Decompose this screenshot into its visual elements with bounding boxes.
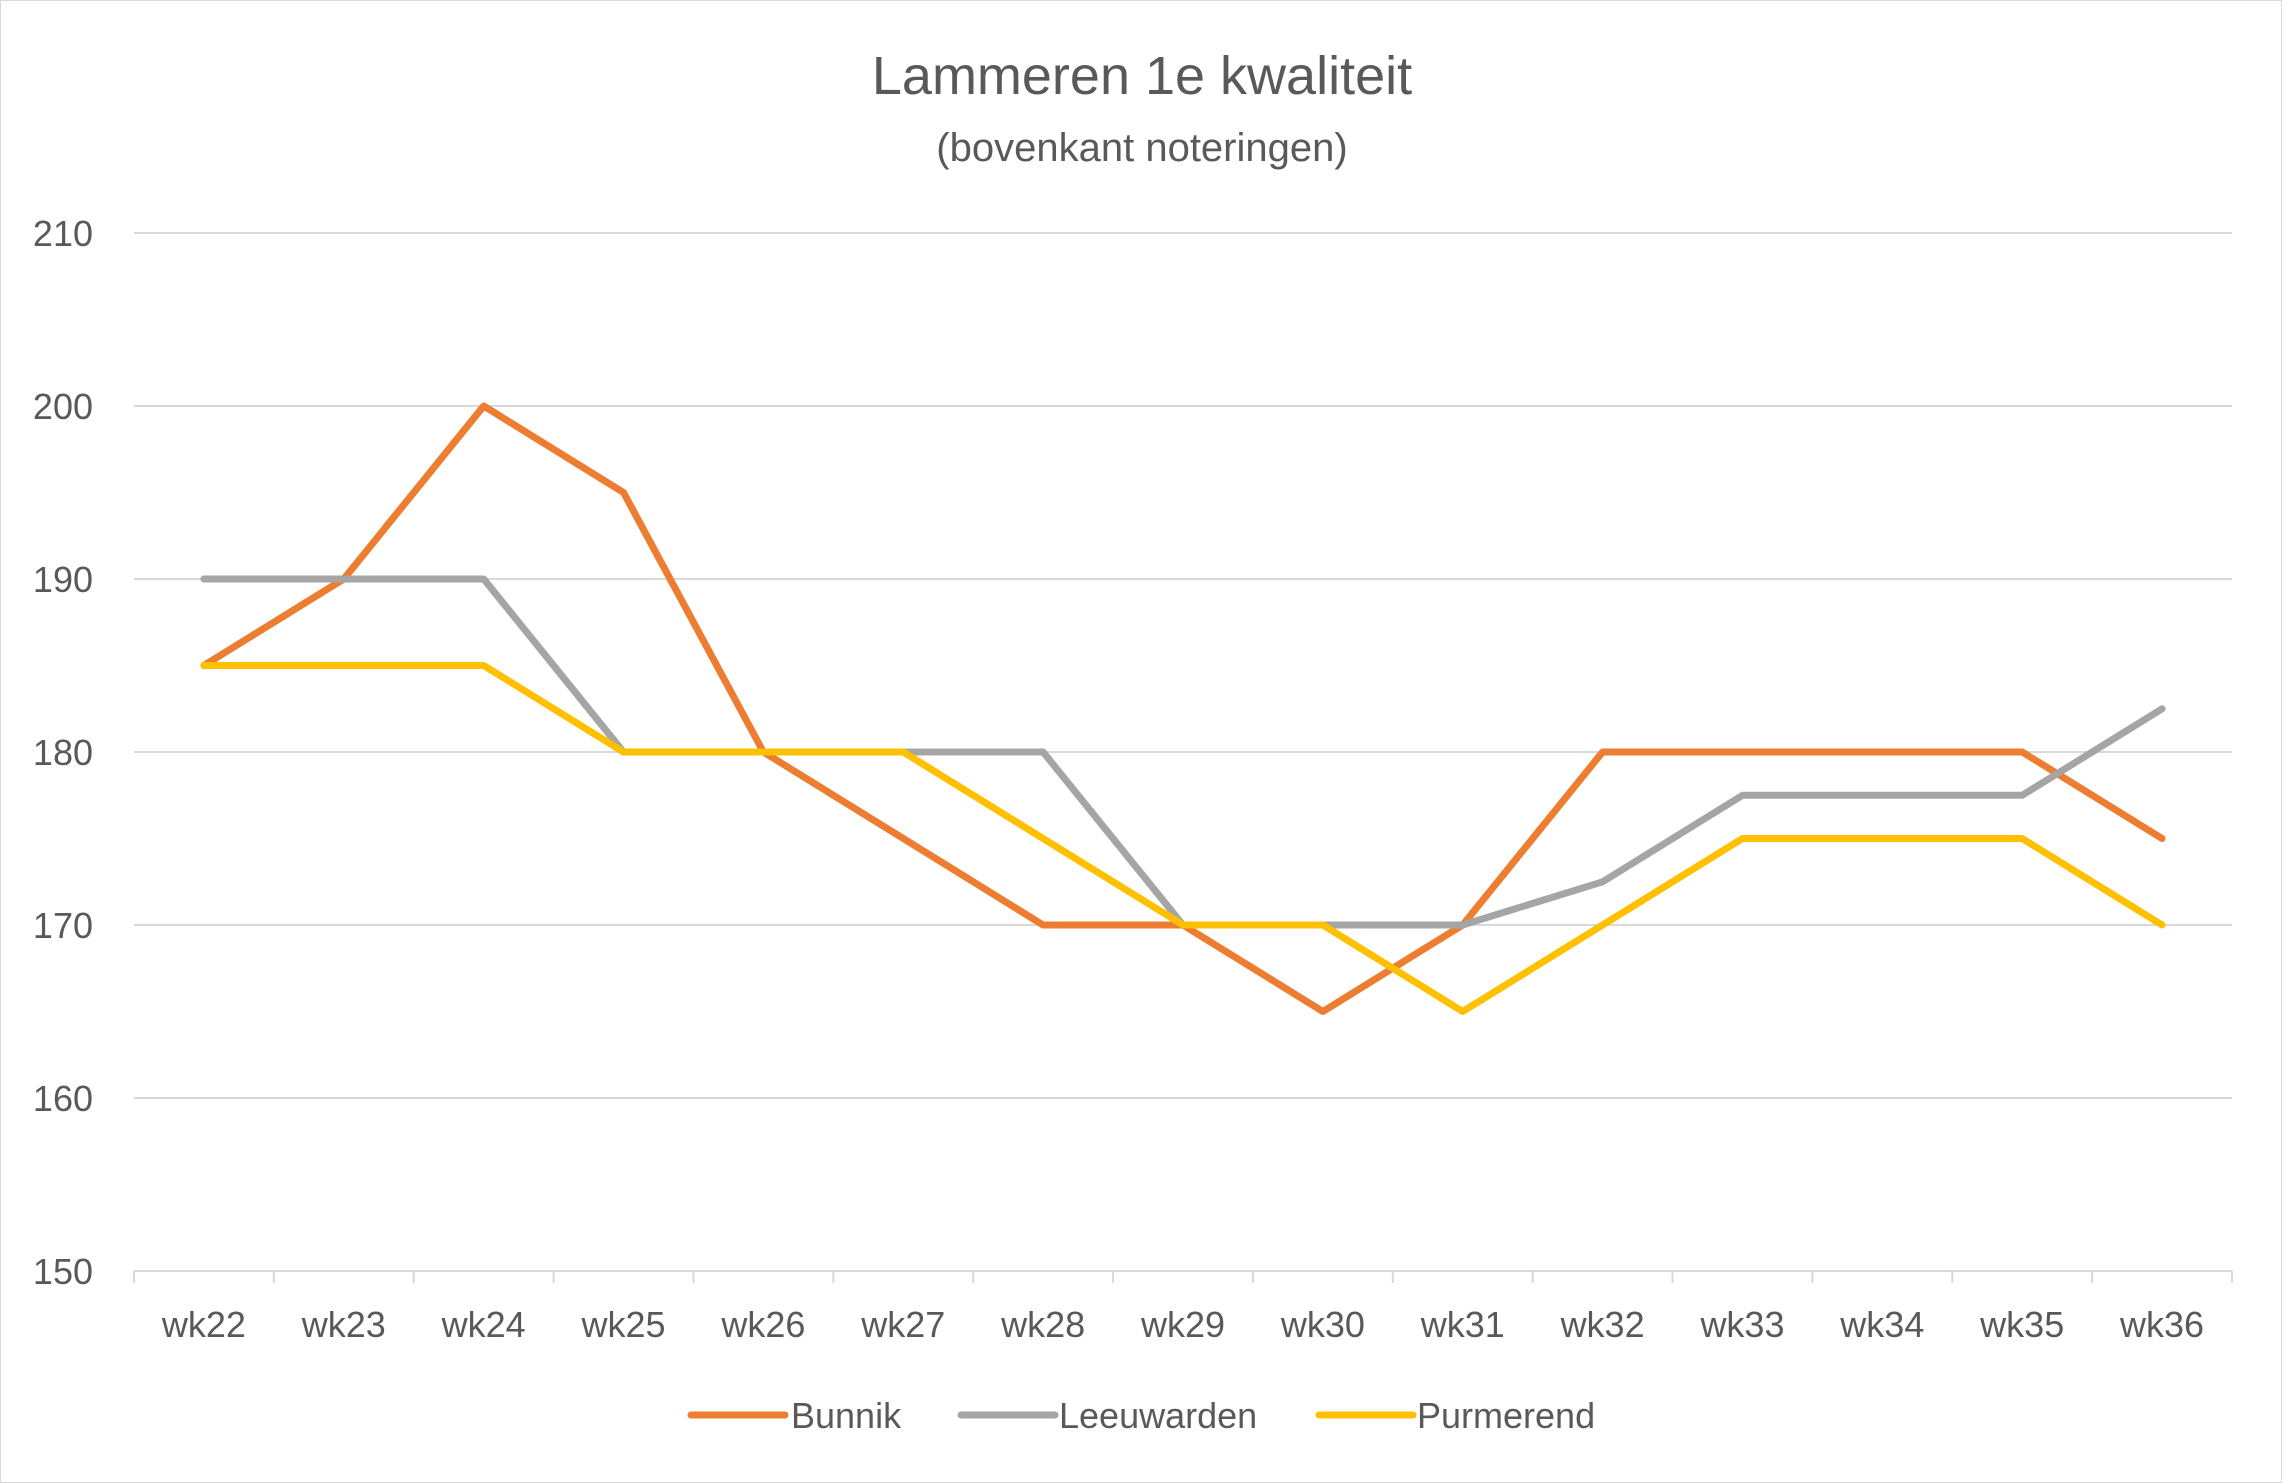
legend-label-leeuwarden: Leeuwarden xyxy=(1059,1395,1257,1436)
y-tick-label: 190 xyxy=(33,559,93,600)
x-tick-label: wk34 xyxy=(1839,1304,1924,1345)
y-tick-label: 170 xyxy=(33,905,93,946)
y-tick-label: 200 xyxy=(33,386,93,427)
x-tick-label: wk28 xyxy=(1000,1304,1085,1345)
legend-label-purmerend: Purmerend xyxy=(1417,1395,1595,1436)
x-tick-label: wk26 xyxy=(720,1304,805,1345)
x-tick-label: wk35 xyxy=(1979,1304,2064,1345)
series-lines xyxy=(200,402,2166,1015)
x-axis xyxy=(133,1270,2233,1283)
x-axis-tick-labels: wk22 wk23 wk24 wk25 wk26 wk27 wk28 wk29 wk30 wk31… xyxy=(161,1304,2204,1345)
legend-label-bunnik: Bunnik xyxy=(791,1395,902,1436)
y-tick-label: 160 xyxy=(33,1078,93,1119)
chart-title: Lammeren 1e kwaliteit xyxy=(872,46,1412,106)
legend: Bunnik Leeuwarden Purmerend xyxy=(687,1395,1595,1436)
x-tick-label: wk23 xyxy=(301,1304,386,1345)
x-tick-label: wk36 xyxy=(2119,1304,2204,1345)
x-tick-label: wk32 xyxy=(1560,1304,1645,1345)
y-tick-label: 150 xyxy=(33,1251,93,1292)
y-axis-tick-labels: 150 160 170 180 190 200 210 xyxy=(33,213,93,1292)
x-tick-label: wk25 xyxy=(581,1304,666,1345)
series-line-purmerend xyxy=(200,662,2166,1015)
y-tick-label: 180 xyxy=(33,732,93,773)
x-tick-label: wk24 xyxy=(441,1304,526,1345)
x-tick-label: wk27 xyxy=(860,1304,945,1345)
x-tick-label: wk33 xyxy=(1699,1304,1784,1345)
x-tick-label: wk31 xyxy=(1420,1304,1505,1345)
x-tick-label: wk30 xyxy=(1280,1304,1365,1345)
x-tick-label: wk29 xyxy=(1140,1304,1225,1345)
x-tick-label: wk22 xyxy=(161,1304,246,1345)
chart-subtitle: (bovenkant noteringen) xyxy=(936,126,1347,170)
y-tick-label: 210 xyxy=(33,213,93,254)
